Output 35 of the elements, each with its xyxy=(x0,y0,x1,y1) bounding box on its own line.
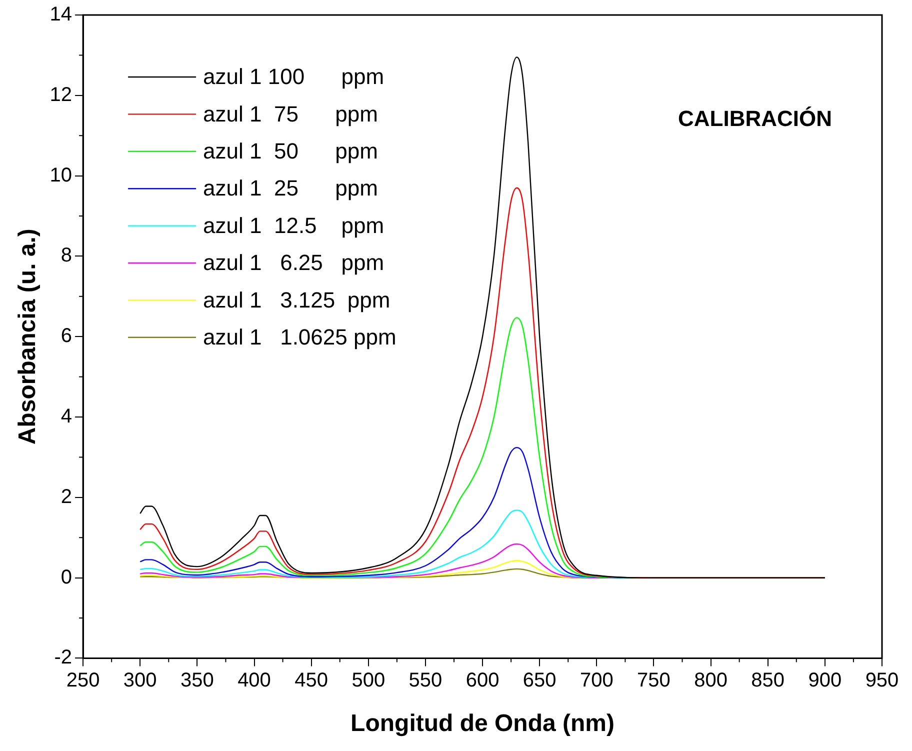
x-tick-label: 850 xyxy=(751,670,785,692)
annotation: CALIBRACIÓN xyxy=(678,106,832,132)
x-tick-label: 450 xyxy=(294,670,328,692)
x-tick-label: 400 xyxy=(238,670,271,692)
x-tick-label: 600 xyxy=(466,670,500,692)
y-tick-label: 6 xyxy=(60,325,72,348)
x-tick-label: 350 xyxy=(180,670,214,692)
y-tick-label: 10 xyxy=(50,164,72,186)
x-tick-label: 550 xyxy=(408,670,442,692)
x-tick-label: 650 xyxy=(522,670,556,692)
x-tick-label: 500 xyxy=(352,670,386,692)
y-tick-label: 0 xyxy=(60,566,72,588)
x-tick-label: 300 xyxy=(123,670,157,692)
legend-label: azul 1 75 ppm xyxy=(203,101,378,126)
x-axis-title: Longitud de Onda (nm) xyxy=(350,710,614,738)
x-tick-label: 800 xyxy=(694,670,728,692)
y-tick-label: 14 xyxy=(50,4,72,26)
x-tick-label: 700 xyxy=(580,670,614,692)
y-tick-label: 8 xyxy=(60,244,72,267)
legend-label: azul 1 6.25 ppm xyxy=(203,250,384,276)
y-axis-title: Absorbancia (u. a.) xyxy=(14,228,42,445)
legend-label: azul 1 25 ppm xyxy=(203,176,378,201)
legend-label: azul 1 3.125 ppm xyxy=(203,287,390,312)
x-tick-label: 750 xyxy=(637,670,670,692)
legend-label: azul 1 50 ppm xyxy=(203,138,378,164)
x-tick-label: 900 xyxy=(808,670,842,692)
y-tick-label: 2 xyxy=(60,486,72,508)
y-tick-label: 4 xyxy=(60,406,72,428)
legend-label: azul 1 1.0625 ppm xyxy=(203,324,396,350)
y-tick-label: 12 xyxy=(50,84,72,106)
x-tick-label: 250 xyxy=(66,670,100,692)
x-tick-label: 950 xyxy=(865,670,899,692)
y-tick-label: -2 xyxy=(54,646,72,669)
legend-label: azul 1 12.5 ppm xyxy=(203,212,384,238)
legend-label: azul 1 100 ppm xyxy=(203,64,384,90)
